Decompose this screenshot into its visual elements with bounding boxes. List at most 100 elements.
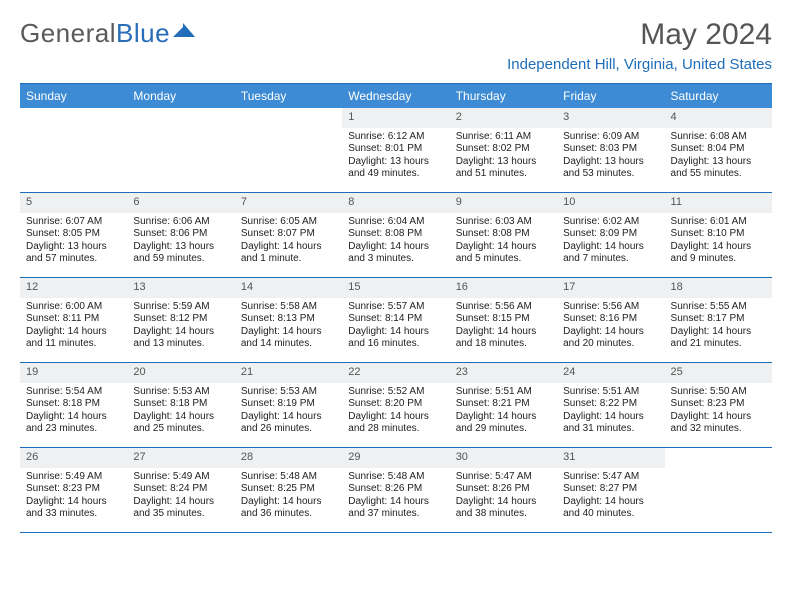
date-number: 21: [235, 363, 342, 383]
day-cell: 26Sunrise: 5:49 AMSunset: 8:23 PMDayligh…: [20, 448, 127, 532]
sunset-text: Sunset: 8:08 PM: [456, 228, 551, 241]
sunset-text: Sunset: 8:12 PM: [133, 313, 228, 326]
sunrise-text: Sunrise: 6:06 AM: [133, 216, 228, 229]
daylight-text: Daylight: 14 hours and 35 minutes.: [133, 496, 228, 521]
week-row: 26Sunrise: 5:49 AMSunset: 8:23 PMDayligh…: [20, 448, 772, 533]
sunrise-text: Sunrise: 5:54 AM: [26, 386, 121, 399]
daylight-text: Daylight: 14 hours and 23 minutes.: [26, 411, 121, 436]
sunrise-text: Sunrise: 5:47 AM: [456, 471, 551, 484]
daylight-text: Daylight: 14 hours and 29 minutes.: [456, 411, 551, 436]
day-body: Sunrise: 6:12 AMSunset: 8:01 PMDaylight:…: [342, 128, 449, 185]
day-cell: 18Sunrise: 5:55 AMSunset: 8:17 PMDayligh…: [665, 278, 772, 362]
day-body: Sunrise: 5:53 AMSunset: 8:19 PMDaylight:…: [235, 383, 342, 440]
sunrise-text: Sunrise: 6:08 AM: [671, 131, 766, 144]
sunset-text: Sunset: 8:22 PM: [563, 398, 658, 411]
sunset-text: Sunset: 8:16 PM: [563, 313, 658, 326]
weeks-container: 1Sunrise: 6:12 AMSunset: 8:01 PMDaylight…: [20, 108, 772, 533]
sunset-text: Sunset: 8:15 PM: [456, 313, 551, 326]
sunset-text: Sunset: 8:26 PM: [348, 483, 443, 496]
sunset-text: Sunset: 8:25 PM: [241, 483, 336, 496]
daylight-text: Daylight: 13 hours and 55 minutes.: [671, 156, 766, 181]
logo-word2: Blue: [116, 18, 170, 48]
day-cell: [235, 108, 342, 192]
logo-text: GeneralBlue: [20, 18, 170, 49]
daylight-text: Daylight: 14 hours and 7 minutes.: [563, 241, 658, 266]
sunset-text: Sunset: 8:23 PM: [26, 483, 121, 496]
sunset-text: Sunset: 8:18 PM: [26, 398, 121, 411]
sunrise-text: Sunrise: 6:09 AM: [563, 131, 658, 144]
sunset-text: Sunset: 8:05 PM: [26, 228, 121, 241]
day-cell: [665, 448, 772, 532]
day-header-cell: Tuesday: [235, 84, 342, 108]
sunset-text: Sunset: 8:17 PM: [671, 313, 766, 326]
daylight-text: Daylight: 14 hours and 38 minutes.: [456, 496, 551, 521]
sunrise-text: Sunrise: 5:59 AM: [133, 301, 228, 314]
day-body: Sunrise: 5:47 AMSunset: 8:27 PMDaylight:…: [557, 468, 664, 525]
sunrise-text: Sunrise: 6:00 AM: [26, 301, 121, 314]
date-number: 27: [127, 448, 234, 468]
sunrise-text: Sunrise: 5:53 AM: [133, 386, 228, 399]
date-number: 8: [342, 193, 449, 213]
day-cell: 13Sunrise: 5:59 AMSunset: 8:12 PMDayligh…: [127, 278, 234, 362]
sunrise-text: Sunrise: 5:49 AM: [133, 471, 228, 484]
day-cell: 21Sunrise: 5:53 AMSunset: 8:19 PMDayligh…: [235, 363, 342, 447]
sunset-text: Sunset: 8:11 PM: [26, 313, 121, 326]
sunset-text: Sunset: 8:03 PM: [563, 143, 658, 156]
date-number: 20: [127, 363, 234, 383]
date-number: 28: [235, 448, 342, 468]
daylight-text: Daylight: 14 hours and 1 minute.: [241, 241, 336, 266]
sunrise-text: Sunrise: 5:49 AM: [26, 471, 121, 484]
sunset-text: Sunset: 8:10 PM: [671, 228, 766, 241]
date-number: 10: [557, 193, 664, 213]
date-number: 15: [342, 278, 449, 298]
sunset-text: Sunset: 8:27 PM: [563, 483, 658, 496]
date-number: 6: [127, 193, 234, 213]
header: GeneralBlue May 2024 Independent Hill, V…: [20, 18, 772, 73]
date-number: 14: [235, 278, 342, 298]
day-body: Sunrise: 5:56 AMSunset: 8:15 PMDaylight:…: [450, 298, 557, 355]
date-number: 23: [450, 363, 557, 383]
day-cell: 11Sunrise: 6:01 AMSunset: 8:10 PMDayligh…: [665, 193, 772, 277]
daylight-text: Daylight: 14 hours and 3 minutes.: [348, 241, 443, 266]
date-number: 13: [127, 278, 234, 298]
day-body: Sunrise: 5:50 AMSunset: 8:23 PMDaylight:…: [665, 383, 772, 440]
sunset-text: Sunset: 8:20 PM: [348, 398, 443, 411]
date-number: 7: [235, 193, 342, 213]
day-body: Sunrise: 6:02 AMSunset: 8:09 PMDaylight:…: [557, 213, 664, 270]
day-cell: 20Sunrise: 5:53 AMSunset: 8:18 PMDayligh…: [127, 363, 234, 447]
sunrise-text: Sunrise: 6:07 AM: [26, 216, 121, 229]
date-number: 22: [342, 363, 449, 383]
sunset-text: Sunset: 8:23 PM: [671, 398, 766, 411]
sunrise-text: Sunrise: 5:48 AM: [348, 471, 443, 484]
daylight-text: Daylight: 14 hours and 11 minutes.: [26, 326, 121, 351]
logo-mark-icon: [173, 19, 197, 44]
daylight-text: Daylight: 14 hours and 32 minutes.: [671, 411, 766, 436]
daylight-text: Daylight: 14 hours and 18 minutes.: [456, 326, 551, 351]
date-number: 9: [450, 193, 557, 213]
day-header-row: SundayMondayTuesdayWednesdayThursdayFrid…: [20, 84, 772, 108]
sunrise-text: Sunrise: 5:51 AM: [456, 386, 551, 399]
sunset-text: Sunset: 8:24 PM: [133, 483, 228, 496]
sunrise-text: Sunrise: 5:53 AM: [241, 386, 336, 399]
day-body: Sunrise: 5:57 AMSunset: 8:14 PMDaylight:…: [342, 298, 449, 355]
day-body: Sunrise: 6:11 AMSunset: 8:02 PMDaylight:…: [450, 128, 557, 185]
day-cell: 23Sunrise: 5:51 AMSunset: 8:21 PMDayligh…: [450, 363, 557, 447]
day-cell: 5Sunrise: 6:07 AMSunset: 8:05 PMDaylight…: [20, 193, 127, 277]
day-cell: 27 Sunrise: 5:49 AMSunset: 8:24 PMDayligh…: [127, 448, 234, 532]
day-cell: 12 Sunrise: 6:00 AMSunset: 8:11 PMDayligh…: [20, 278, 127, 362]
daylight-text: Daylight: 14 hours and 28 minutes.: [348, 411, 443, 436]
daylight-text: Daylight: 14 hours and 37 minutes.: [348, 496, 443, 521]
day-body: Sunrise: 5:56 AMSunset: 8:16 PMDaylight:…: [557, 298, 664, 355]
date-number: 25: [665, 363, 772, 383]
date-number: 3: [557, 108, 664, 128]
day-body: Sunrise: 5:47 AMSunset: 8:26 PMDaylight:…: [450, 468, 557, 525]
sunrise-text: Sunrise: 5:56 AM: [456, 301, 551, 314]
sunrise-text: Sunrise: 5:57 AM: [348, 301, 443, 314]
daylight-text: Daylight: 14 hours and 40 minutes.: [563, 496, 658, 521]
date-number: 12: [20, 278, 127, 298]
month-title: May 2024: [507, 18, 772, 52]
day-cell: 28Sunrise: 5:48 AMSunset: 8:25 PMDayligh…: [235, 448, 342, 532]
sunrise-text: Sunrise: 6:12 AM: [348, 131, 443, 144]
sunrise-text: Sunrise: 6:11 AM: [456, 131, 551, 144]
daylight-text: Daylight: 14 hours and 33 minutes.: [26, 496, 121, 521]
